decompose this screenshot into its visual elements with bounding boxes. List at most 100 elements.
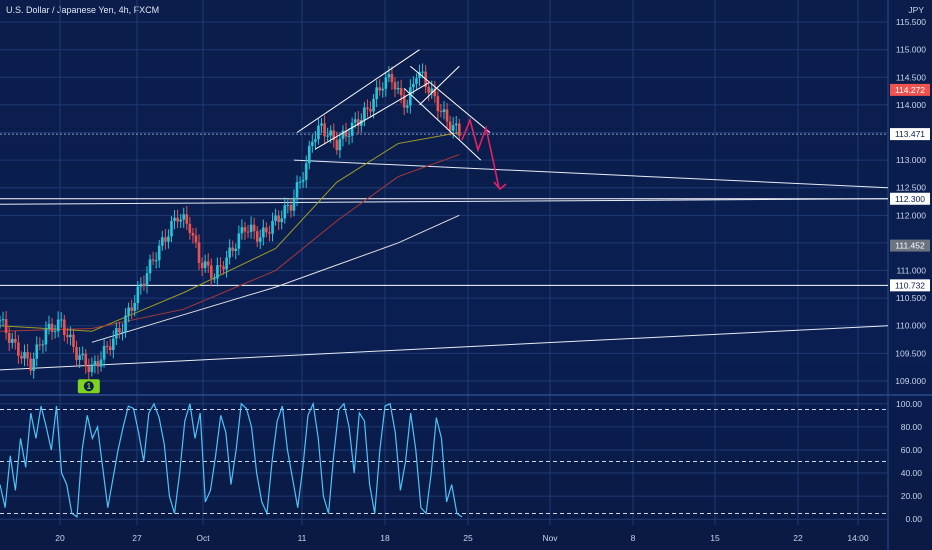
candle-body [115,328,118,339]
candle-body [38,344,42,346]
candle-body [375,87,378,100]
x-tick-label: 11 [298,533,307,543]
candle-body [78,355,81,360]
candle-body [167,236,170,242]
candle-body [203,261,207,268]
y-tick-label: 114.500 [896,72,926,82]
candle-body [151,259,155,261]
candle-body [274,215,277,221]
x-tick-label: 8 [631,533,636,543]
price-tag [890,192,930,205]
trend-line [0,325,889,371]
candle-body [292,197,296,211]
candle-body [280,218,284,223]
price-tag [890,239,930,252]
price-tag [890,83,930,96]
price-tag-label: 112.300 [895,194,925,204]
candle-body [216,265,219,279]
x-tick-label: 15 [710,533,720,543]
candle-body [4,319,8,333]
osc-tick-label: 60.00 [901,445,923,455]
x-tick-label: Oct [196,533,210,543]
candle-body [90,365,94,373]
symbol-title: U.S. Dollar / Japanese Yen, 4h, FXCM [6,5,160,15]
candle-body [87,366,91,373]
candle-body [222,266,225,270]
x-tick-label: 25 [463,533,473,543]
candle-body [271,220,274,234]
channel-line [419,65,460,106]
y-tick-label: 115.000 [896,45,926,55]
candle-body [81,353,84,356]
candle-body [139,283,143,287]
candle-body [7,332,11,343]
candle-body [390,74,394,83]
candle-body [1,319,5,321]
candle-body [356,119,360,126]
candle-body [307,145,311,164]
currency-label: JPY [908,5,924,15]
price-tag [890,279,930,292]
moving-average-line [0,154,460,332]
event-marker-dot [83,381,94,392]
moving-average-line [91,214,460,343]
candle-body [35,344,39,359]
candle-body [249,224,253,232]
candle-body [182,214,186,220]
candle-body [47,323,51,329]
candle-body [127,307,130,316]
candle-body [402,95,406,108]
candle-body [23,352,26,359]
candle-body [265,227,268,233]
candle-body [338,138,342,151]
candle-body [311,141,314,146]
candle-body [360,120,363,126]
candle-body [69,334,72,338]
channel-line [409,65,491,133]
candle-body [225,257,228,270]
candle-body [219,265,222,267]
candle-body [295,182,299,198]
candle-body [179,219,182,222]
candle-body [59,319,63,321]
candle-body [142,283,146,286]
osc-tick-label: 20.00 [901,491,923,501]
candle-body [102,345,106,360]
price-tag-label: 113.471 [895,129,925,139]
price-tag-label: 114.272 [895,85,925,95]
candle-body [304,163,308,180]
channel-line [296,49,420,133]
candle-body [170,220,173,237]
candle-body [433,88,437,97]
y-tick-label: 112.500 [896,183,926,193]
candle-body [442,109,446,113]
y-tick-label: 110.000 [896,321,926,331]
candle-body [234,248,238,251]
candle-body [148,259,152,274]
candle-body [111,338,115,351]
y-tick-label: 115.500 [896,17,926,27]
candle-body [191,232,195,236]
candle-body [439,111,443,113]
x-tick-label: 20 [55,533,65,543]
candle-body [255,231,259,242]
price-tag-label: 110.732 [895,280,925,290]
candle-body [105,345,109,347]
y-tick-label: 113.000 [896,155,926,165]
candle-body [387,74,391,78]
candle-body [56,319,60,332]
candle-body [237,233,241,249]
candle-body [451,125,455,131]
candle-body [75,347,78,360]
candle-body [353,119,357,123]
osc-tick-label: 0.00 [905,514,922,524]
candle-body [72,334,75,348]
candle-body [176,217,179,222]
candle-body [378,87,381,91]
candle-body [164,237,167,242]
candle-body [20,355,23,359]
candle-body [26,352,29,359]
candle-body [50,323,54,332]
candle-body [145,273,149,286]
